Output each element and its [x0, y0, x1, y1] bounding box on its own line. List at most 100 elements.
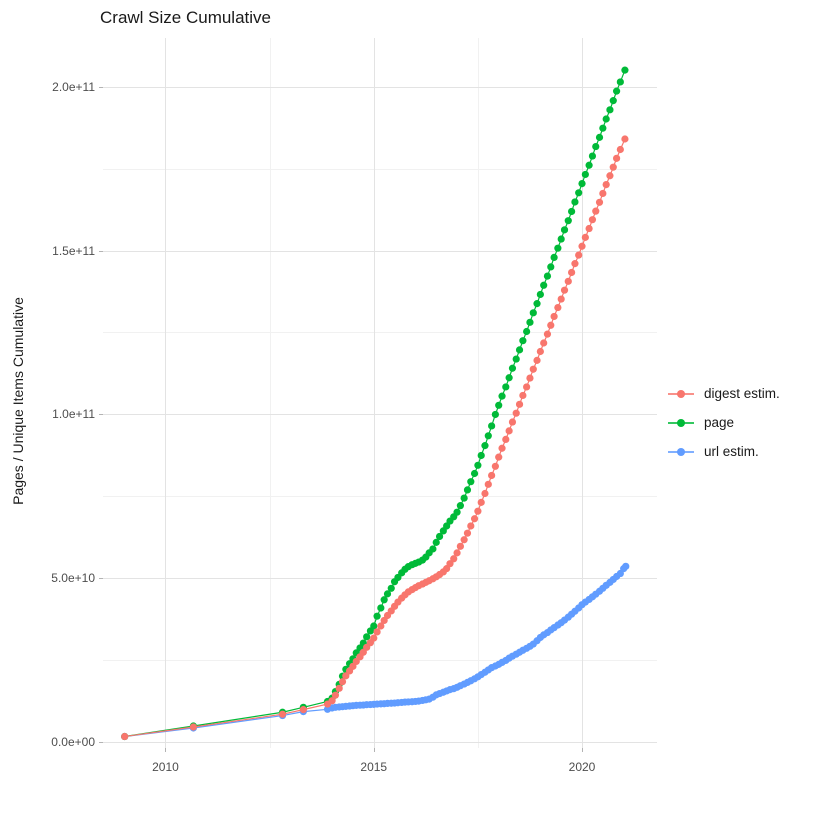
- point-digest-estim: [599, 189, 607, 198]
- point-page: [547, 263, 555, 271]
- point-digest-estim: [481, 489, 489, 498]
- point-digest-estim: [595, 198, 604, 206]
- point-page: [383, 590, 392, 598]
- point-page: [508, 364, 517, 372]
- point-digest-estim: [523, 383, 531, 391]
- point-digest-estim: [189, 723, 197, 731]
- point-page: [595, 133, 604, 141]
- point-page: [578, 180, 586, 188]
- x-major-gridline: [373, 38, 375, 748]
- point-digest-estim: [533, 356, 541, 364]
- point-page: [568, 207, 576, 216]
- chart-title: Crawl Size Cumulative: [100, 8, 271, 27]
- point-digest-estim: [564, 277, 572, 285]
- point-digest-estim: [121, 732, 129, 741]
- point-digest-estim: [571, 260, 579, 268]
- point-page: [523, 327, 531, 336]
- point-page: [540, 281, 548, 289]
- point-digest-estim: [519, 391, 527, 400]
- x-major-gridline: [165, 38, 167, 748]
- point-page: [467, 478, 475, 486]
- line-digest-estim: [124, 138, 626, 738]
- plot-panel: [103, 38, 657, 748]
- point-digest-estim: [278, 710, 287, 718]
- legend-key-page: [668, 416, 694, 430]
- point-digest-estim: [474, 507, 482, 515]
- point-digest-estim: [560, 286, 569, 294]
- point-digest-estim: [540, 339, 548, 347]
- y-minor-gridline: [103, 496, 657, 498]
- point-digest-estim: [338, 678, 347, 686]
- point-digest-estim: [446, 560, 454, 568]
- y-major-gridline: [103, 414, 657, 416]
- point-digest-estim: [373, 628, 381, 636]
- point-page: [456, 502, 464, 510]
- line-url-estim: [124, 565, 627, 738]
- y-tick-mark: [99, 414, 103, 416]
- point-url-estim: [622, 562, 630, 570]
- point-page: [526, 318, 534, 326]
- point-digest-estim: [456, 542, 464, 550]
- point-digest-estim: [488, 471, 496, 480]
- y-tick-mark: [99, 742, 103, 744]
- point-digest-estim: [477, 498, 485, 506]
- legend-dot-icon: [677, 448, 685, 456]
- point-digest-estim: [543, 330, 552, 338]
- point-digest-estim: [463, 529, 472, 537]
- x-tick-mark: [582, 748, 584, 752]
- point-digest-estim: [529, 365, 537, 373]
- point-page: [435, 532, 444, 541]
- y-tick-label-4: 2.0e+11: [52, 79, 95, 94]
- point-page: [533, 300, 541, 308]
- point-page: [505, 374, 513, 382]
- point-page: [550, 253, 558, 261]
- point-page: [477, 451, 485, 460]
- point-page: [588, 152, 597, 160]
- y-major-gridline: [103, 86, 657, 88]
- point-page: [377, 604, 385, 612]
- point-page: [515, 346, 524, 354]
- point-page: [481, 442, 489, 450]
- point-digest-estim: [602, 180, 610, 189]
- point-page: [484, 432, 492, 440]
- point-page: [554, 244, 562, 252]
- point-digest-estim: [460, 536, 468, 544]
- x-tick-label-2: 2020: [568, 760, 596, 774]
- x-tick-mark: [373, 748, 375, 752]
- point-page: [519, 337, 527, 345]
- y-major-gridline: [103, 250, 657, 252]
- point-digest-estim: [491, 462, 499, 470]
- y-tick-label-2: 1.0e+11: [52, 407, 95, 422]
- point-page: [557, 235, 565, 243]
- legend: digest estim. page url estim.: [668, 379, 780, 466]
- point-digest-estim: [484, 480, 492, 488]
- point-digest-estim: [578, 242, 586, 250]
- point-digest-estim: [342, 672, 350, 680]
- point-digest-estim: [581, 233, 589, 241]
- point-page: [512, 355, 520, 363]
- x-minor-gridline: [269, 38, 271, 748]
- point-digest-estim: [575, 251, 583, 259]
- y-minor-gridline: [103, 332, 657, 334]
- y-tick-label-0: 0.0e+00: [51, 735, 95, 750]
- point-page: [543, 272, 552, 280]
- y-minor-gridline: [103, 168, 657, 170]
- x-tick-label-0: 2010: [152, 760, 179, 774]
- point-digest-estim: [335, 684, 343, 692]
- point-page: [463, 486, 472, 494]
- point-page: [609, 97, 617, 105]
- y-tick-mark: [99, 86, 103, 88]
- legend-label: page: [704, 415, 735, 430]
- point-digest-estim: [328, 697, 336, 705]
- point-digest-estim: [547, 321, 555, 329]
- point-digest-estim: [505, 427, 513, 435]
- point-page: [592, 142, 600, 151]
- point-digest-estim: [502, 435, 510, 444]
- point-page: [380, 596, 388, 604]
- point-digest-estim: [470, 515, 479, 523]
- point-page: [560, 226, 569, 234]
- point-digest-estim: [554, 303, 562, 312]
- y-tick-mark: [99, 578, 103, 580]
- point-page: [373, 612, 381, 620]
